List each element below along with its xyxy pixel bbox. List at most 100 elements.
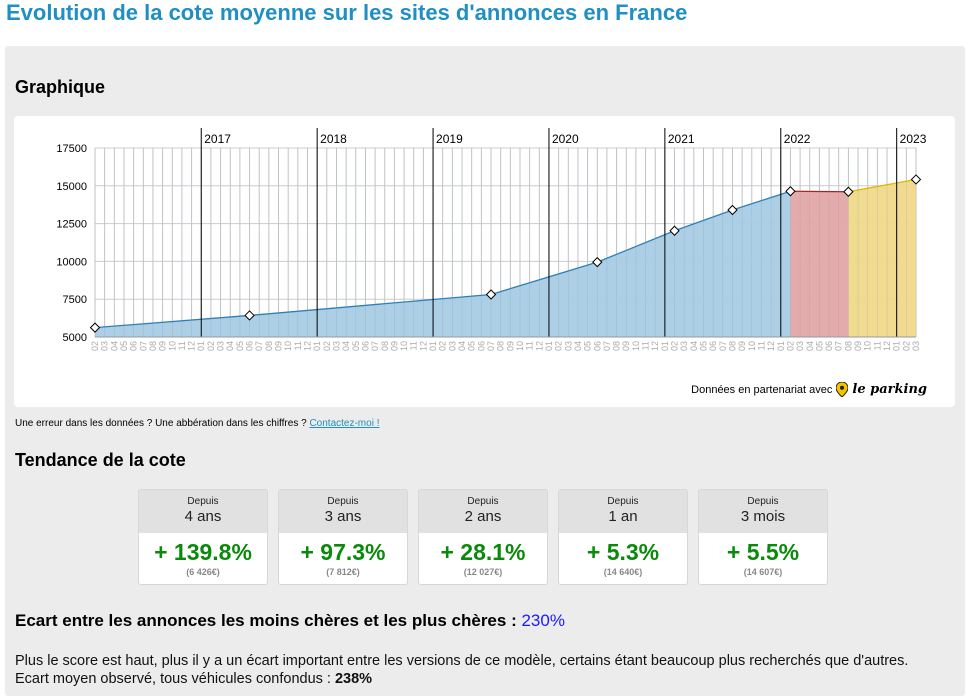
x-tick-label: 04 (109, 341, 119, 351)
trend-card-3-years: Depuis 3 ans + 97.3% (7 812€) (278, 489, 408, 585)
x-tick-label: 05 (699, 341, 709, 351)
card-period: 2 ans (419, 508, 547, 525)
card-price: (14 607€) (699, 567, 827, 577)
x-tick-label: 03 (447, 341, 457, 351)
x-tick-label: 08 (612, 341, 622, 351)
x-tick-label: 05 (583, 341, 593, 351)
x-tick-label: 09 (853, 341, 863, 351)
x-tick-label: 11 (409, 341, 419, 350)
x-tick-label: 12 (187, 341, 197, 351)
card-since-label: Depuis (559, 490, 687, 507)
card-header: Depuis 3 mois (699, 490, 827, 533)
card-since-label: Depuis (139, 490, 267, 507)
x-tick-label: 12 (882, 341, 892, 351)
x-tick-label: 08 (727, 341, 737, 351)
y-tick-label: 10000 (56, 256, 87, 268)
card-period: 3 ans (279, 508, 407, 525)
year-label: 2021 (668, 132, 695, 146)
x-tick-label: 06 (245, 341, 255, 351)
x-tick-label: 01 (544, 341, 554, 351)
price-gap-line: Ecart entre les annonces les moins chère… (15, 611, 565, 631)
trend-cards: Depuis 4 ans + 139.8% (6 426€) Depuis 3 … (138, 489, 828, 585)
x-tick-label: 10 (863, 341, 873, 351)
year-label: 2017 (204, 132, 231, 146)
recent-series-area (848, 179, 916, 337)
card-change: + 5.3% (559, 539, 687, 566)
x-tick-label: 05 (814, 341, 824, 351)
card-header: Depuis 2 ans (419, 490, 547, 533)
card-period: 4 ans (139, 508, 267, 525)
y-tick-label: 17500 (56, 143, 87, 155)
card-since-label: Depuis (699, 490, 827, 507)
card-price: (12 027€) (419, 567, 547, 577)
x-tick-label: 04 (573, 341, 583, 351)
contact-link[interactable]: Contactez-moi ! (309, 418, 379, 429)
x-tick-label: 12 (302, 341, 312, 351)
map-pin-icon (836, 382, 848, 397)
card-header: Depuis 4 ans (139, 490, 267, 533)
x-tick-label: 09 (389, 341, 399, 351)
x-tick-label: 11 (293, 341, 303, 350)
x-tick-label: 05 (467, 341, 477, 351)
x-tick-label: 04 (457, 341, 467, 351)
x-tick-label: 02 (322, 341, 332, 351)
graph-section-title: Graphique (15, 77, 105, 98)
card-period: 1 an (559, 508, 687, 525)
partner-text: Données en partenariat avec (691, 384, 832, 396)
x-tick-label: 03 (100, 341, 110, 351)
trend-card-2-years: Depuis 2 ans + 28.1% (12 027€) (418, 489, 548, 585)
x-tick-label: 02 (554, 341, 564, 351)
x-tick-label: 09 (621, 341, 631, 351)
x-tick-label: 01 (312, 341, 322, 351)
error-text: Une erreur dans les données ? Une abbéra… (15, 418, 307, 429)
partner-credit[interactable]: Données en partenariat avec le parking (691, 382, 927, 397)
x-tick-label: 09 (505, 341, 515, 351)
x-tick-label: 01 (660, 341, 670, 351)
trend-card-1-year: Depuis 1 an + 5.3% (14 640€) (558, 489, 688, 585)
x-tick-label: 03 (216, 341, 226, 351)
y-tick-label: 5000 (63, 332, 87, 344)
card-change: + 97.3% (279, 539, 407, 566)
card-change: + 139.8% (139, 539, 267, 566)
x-tick-label: 09 (274, 341, 284, 351)
x-tick-label: 03 (331, 341, 341, 351)
x-tick-label: 01 (428, 341, 438, 351)
year-label: 2019 (436, 132, 463, 146)
x-tick-label: 07 (138, 341, 148, 351)
x-tick-label: 12 (766, 341, 776, 351)
x-tick-label: 05 (351, 341, 361, 351)
card-since-label: Depuis (419, 490, 547, 507)
x-tick-label: 02 (785, 341, 795, 351)
x-tick-label: 04 (341, 341, 351, 351)
x-tick-label: 10 (747, 341, 757, 351)
partner-brand: le parking (852, 382, 927, 397)
x-tick-label: 02 (90, 341, 100, 351)
card-period: 3 mois (699, 508, 827, 525)
x-tick-label: 02 (670, 341, 680, 351)
x-tick-label: 08 (264, 341, 274, 351)
x-tick-label: 05 (235, 341, 245, 351)
year-label: 2020 (552, 132, 579, 146)
year-label: 2023 (900, 132, 927, 146)
x-tick-label: 03 (563, 341, 573, 351)
x-tick-label: 08 (148, 341, 158, 351)
x-tick-label: 07 (370, 341, 380, 351)
x-tick-label: 11 (525, 341, 535, 350)
card-change: + 5.5% (699, 539, 827, 566)
x-tick-label: 10 (631, 341, 641, 351)
x-tick-label: 11 (872, 341, 882, 350)
card-change: + 28.1% (419, 539, 547, 566)
x-tick-label: 08 (380, 341, 390, 351)
card-header: Depuis 1 an (559, 490, 687, 533)
x-tick-label: 04 (805, 341, 815, 351)
x-tick-label: 12 (534, 341, 544, 351)
card-price: (14 640€) (559, 567, 687, 577)
x-tick-label: 05 (119, 341, 129, 351)
price-gap-label: Ecart entre les annonces les moins chère… (15, 611, 517, 630)
year-label: 2022 (784, 132, 811, 146)
trend-section-title: Tendance de la cote (15, 450, 186, 471)
average-gap-value: 238% (335, 671, 372, 687)
x-tick-label: 04 (689, 341, 699, 351)
x-tick-label: 01 (196, 341, 206, 351)
